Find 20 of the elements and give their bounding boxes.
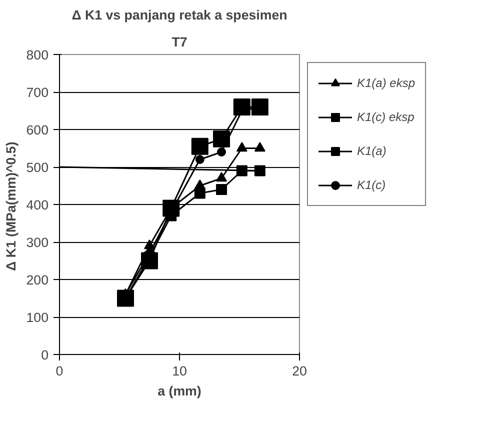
y-tick-label: 400 <box>26 198 49 212</box>
legend-label: K1(c) <box>357 178 386 192</box>
y-tick-label: 800 <box>26 48 49 62</box>
x-tick-label: 10 <box>172 364 187 378</box>
chart-subtitle: T7 <box>172 34 188 50</box>
y-tick-label: 700 <box>26 85 49 100</box>
y-tick-label: 500 <box>26 160 49 175</box>
y-tick-label: 200 <box>26 272 49 288</box>
y-tick-label: 100 <box>26 310 49 325</box>
y-tick-label: 600 <box>26 122 49 138</box>
legend-label: K1(c) eksp <box>357 110 414 124</box>
legend-label: K1(a) <box>357 144 386 158</box>
x-tick-label: 20 <box>292 364 307 378</box>
x-tick-label: 0 <box>56 364 64 378</box>
y-axis-title: Δ K1 (MPa(mm)^0.5) <box>3 142 18 271</box>
legend-label: K1(a) eksp <box>357 76 416 90</box>
chart-title: Δ K1 vs panjang retak a spesimen <box>72 8 288 22</box>
x-axis-title: a (mm) <box>158 384 202 398</box>
y-tick-label: 300 <box>26 235 49 250</box>
y-tick-label: 0 <box>41 348 49 362</box>
